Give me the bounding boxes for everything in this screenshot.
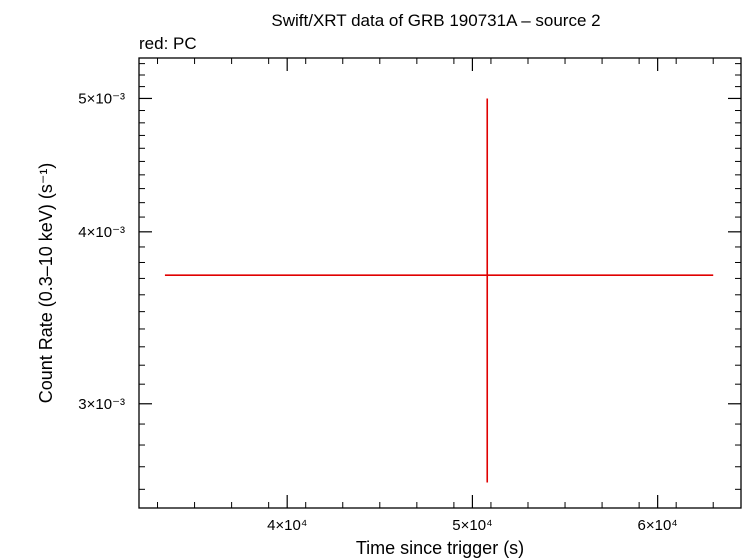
y-tick-label: 3×10⁻³ — [78, 396, 125, 413]
x-axis-label: Time since trigger (s) — [356, 538, 524, 558]
y-axis-label: Count Rate (0.3–10 keV) (s⁻¹) — [36, 163, 56, 404]
data-marks — [164, 98, 714, 483]
axis-tick-labels: 4×10⁴ 5×10⁴ 6×10⁴ 3×10⁻³ 4×10⁻³ 5×10⁻³ — [78, 90, 677, 534]
y-tick-label: 5×10⁻³ — [78, 90, 125, 107]
chart-subtitle: red: PC — [139, 34, 197, 53]
axis-ticks — [139, 58, 741, 508]
y-tick-label: 4×10⁻³ — [78, 224, 125, 241]
x-tick-label: 6×10⁴ — [638, 517, 678, 534]
plot-frame — [138, 57, 742, 509]
chart-title: Swift/XRT data of GRB 190731A – source 2 — [271, 11, 600, 30]
x-tick-label: 4×10⁴ — [267, 517, 307, 534]
x-tick-label: 5×10⁴ — [452, 517, 492, 534]
